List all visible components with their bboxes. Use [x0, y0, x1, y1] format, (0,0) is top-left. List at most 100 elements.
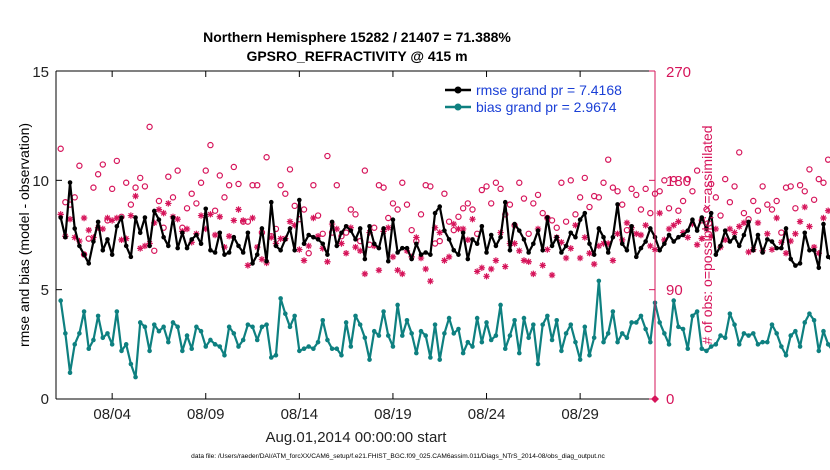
rmse-point [371, 241, 377, 247]
rmse-point [63, 234, 68, 240]
rmse-point [750, 248, 756, 253]
possible-obs-point [188, 190, 195, 197]
bias-point [577, 357, 583, 362]
bias-point [194, 324, 199, 330]
assimilated-obs-point [361, 270, 369, 278]
assimilated-obs-point [197, 212, 205, 219]
bias-point [348, 344, 354, 349]
rmse-point [493, 243, 499, 249]
possible-obs-point [488, 200, 495, 207]
assimilated-obs-point [488, 265, 495, 273]
y-left-tick-label: 15 [32, 64, 49, 81]
bias-point [142, 324, 148, 330]
possible-obs-point [441, 190, 448, 197]
bias-point [755, 342, 761, 347]
assimilated-obs-point [258, 256, 266, 263]
possible-obs-point [254, 181, 261, 189]
rmse-point [769, 239, 775, 244]
assimilated-obs-point [600, 240, 607, 247]
rmse-point [498, 234, 503, 240]
rmse-point [226, 250, 232, 255]
bias-point [680, 326, 686, 332]
rmse-point [161, 234, 166, 240]
rmse-point [479, 223, 485, 229]
rmse-point [123, 243, 129, 249]
rmse-point [194, 232, 199, 238]
rmse-point [559, 250, 564, 255]
rmse-point [58, 215, 63, 220]
possible-obs-point [99, 161, 107, 168]
possible-obs-point [380, 184, 387, 191]
possible-obs-point [263, 154, 270, 161]
rmse-point [676, 234, 681, 240]
rmse-point [507, 248, 513, 253]
assimilated-obs-point [165, 200, 172, 207]
rmse-point [708, 210, 714, 216]
possible-obs-point [202, 167, 209, 174]
bias-point [86, 346, 92, 352]
bias-point [114, 309, 120, 314]
rmse-point [605, 250, 611, 255]
bias-point [273, 352, 279, 358]
assimilated-obs-point [595, 242, 603, 250]
rmse-point [268, 199, 274, 205]
possible-obs-point [642, 185, 649, 193]
rmse-series [58, 180, 830, 271]
possible-obs-point [469, 206, 476, 213]
possible-obs-point [516, 179, 523, 186]
possible-obs-point [614, 188, 621, 195]
rmse-point [367, 223, 372, 229]
assimilated-obs-point [235, 206, 242, 213]
assimilated-obs-point [806, 223, 813, 230]
bias-point [694, 309, 700, 314]
assimilated-obs-point [174, 216, 181, 223]
bias-point [554, 317, 560, 323]
bias-point [760, 339, 765, 345]
rmse-point [325, 252, 330, 257]
rmse-point [343, 223, 349, 229]
bias-point [170, 320, 176, 325]
bias-point [666, 342, 672, 347]
bias-point [147, 348, 152, 354]
rmse-point [311, 234, 316, 240]
bias-point [765, 339, 770, 345]
bias-point [465, 339, 471, 345]
rmse-point [428, 252, 433, 257]
assimilated-obs-point [399, 270, 406, 278]
x-axis-label: Aug.01,2014 00:00:00 start [266, 429, 448, 446]
assimilated-obs-point [319, 245, 326, 252]
possible-obs-point [216, 172, 223, 179]
possible-obs-point [820, 179, 827, 186]
possible-obs-point [436, 237, 443, 245]
bias-point [357, 322, 363, 327]
possible-obs-point [534, 191, 542, 199]
assimilated-obs-point [590, 260, 598, 268]
bias-point [428, 355, 433, 360]
possible-obs-point [333, 181, 340, 189]
assimilated-obs-point [614, 230, 621, 237]
possible-obs-point [305, 250, 312, 257]
bias-point [109, 342, 115, 347]
possible-obs-point [174, 167, 181, 174]
rmse-point [423, 250, 429, 255]
rmse-point [456, 252, 461, 257]
possible-obs-point [736, 149, 743, 156]
possible-obs-point [787, 183, 794, 190]
rmse-point [395, 250, 400, 255]
bias-point [311, 346, 316, 352]
possible-obs-point [665, 205, 673, 212]
possible-obs-point [146, 123, 153, 131]
bias-point [531, 322, 536, 327]
rmse-point [465, 256, 471, 262]
rmse-point [648, 226, 653, 231]
bias-point [727, 311, 733, 317]
y-left-tick-label: 0 [41, 391, 49, 408]
possible-obs-point [609, 184, 617, 191]
possible-obs-point [478, 186, 486, 194]
assimilated-obs-point [464, 236, 472, 244]
bias-point [105, 331, 110, 336]
bias-point [325, 337, 330, 343]
assimilated-obs-point [656, 209, 663, 217]
assimilated-obs-point [684, 234, 691, 241]
right-axis-zero-marker [651, 395, 659, 403]
